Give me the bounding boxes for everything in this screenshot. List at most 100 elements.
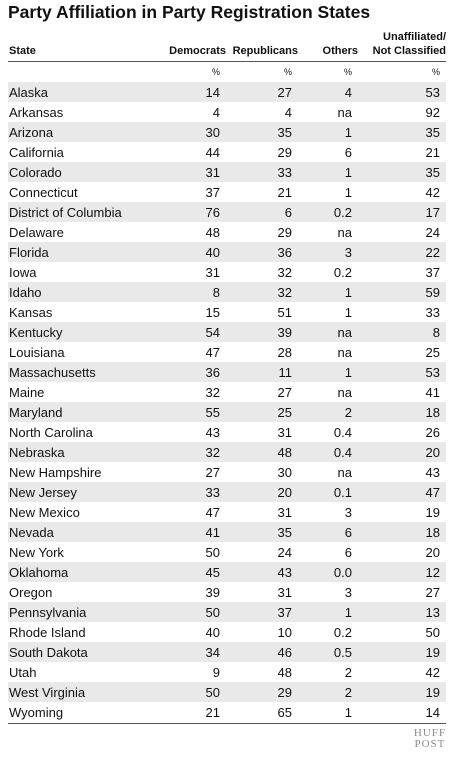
state-name-cell: New Hampshire	[9, 464, 102, 480]
value-cell: 8	[150, 282, 226, 302]
state-name-cell: Nebraska	[8, 442, 150, 462]
table-row: New York 50 24 6 20	[8, 542, 446, 562]
value-cell: 50	[150, 682, 226, 702]
table-row: South Dakota 34 46 0.5 19	[8, 642, 446, 662]
table-row: New Mexico 47 31 3 19	[8, 502, 446, 522]
table-row: Massachusetts 36 11 1 53	[8, 362, 446, 382]
huffpost-logo: HUFF POST	[414, 728, 446, 750]
value-cell: 28	[277, 344, 292, 360]
value-cell: 4	[212, 104, 220, 120]
value-cell: 35	[358, 162, 446, 182]
state-name-cell: Kansas	[9, 304, 53, 320]
value-cell: 24	[277, 544, 292, 560]
value-cell: 15	[205, 304, 220, 320]
header-others: Others	[322, 45, 358, 57]
table-row: District of Columbia 76 6 0.2 17	[8, 202, 446, 222]
value-cell: 36	[226, 242, 298, 262]
value-cell: 20	[226, 482, 298, 502]
value-cell: 21	[205, 704, 220, 720]
value-cell: 27	[277, 384, 292, 400]
value-cell: 3	[344, 584, 352, 600]
value-cell: 31	[277, 504, 292, 520]
state-name-cell: Wyoming	[9, 704, 64, 720]
value-cell: 35	[358, 122, 446, 142]
value-cell: 1	[344, 304, 352, 320]
header-unaffiliated-line1: Unaffiliated/	[383, 31, 446, 43]
header-unaffiliated-line2: Not Classified	[372, 45, 446, 57]
table-row: Nevada 41 35 6 18	[8, 522, 446, 542]
state-name-cell: Idaho	[8, 282, 150, 302]
value-cell: 27	[226, 82, 298, 102]
value-cell: 40	[205, 624, 220, 640]
value-cell: 6	[226, 202, 298, 222]
state-name-cell: Arizona	[8, 122, 150, 142]
value-cell: 51	[277, 304, 292, 320]
value-cell: 31	[205, 264, 220, 280]
value-cell: 55	[150, 402, 226, 422]
value-cell: 53	[358, 82, 446, 102]
value-cell: 11	[226, 362, 298, 382]
value-cell: 65	[277, 704, 292, 720]
value-cell: 27	[425, 584, 440, 600]
table-row: Kansas 15 51 1 33	[8, 302, 446, 322]
header-state: State	[9, 45, 36, 57]
value-cell: 1	[298, 162, 358, 182]
state-name-cell: New York	[9, 544, 64, 560]
value-cell: 33	[226, 162, 298, 182]
state-name-cell: Alaska	[8, 82, 150, 102]
value-cell: 2	[344, 664, 352, 680]
value-cell: 6	[298, 522, 358, 542]
table-row: Kentucky 54 39 na 8	[8, 322, 446, 342]
value-cell: 0.2	[333, 624, 352, 640]
state-name-cell: Kentucky	[8, 322, 150, 342]
state-name-cell: Rhode Island	[9, 624, 86, 640]
state-name-cell: New Jersey	[8, 482, 150, 502]
value-cell: 0.2	[298, 202, 358, 222]
state-name-cell: Connecticut	[9, 184, 78, 200]
value-cell: 47	[205, 344, 220, 360]
value-cell: 10	[277, 624, 292, 640]
table-row: Oklahoma 45 43 0.0 12	[8, 562, 446, 582]
value-cell: 33	[150, 482, 226, 502]
value-cell: 35	[226, 122, 298, 142]
value-cell: 31	[150, 162, 226, 182]
table-row: Utah 9 48 2 42	[8, 662, 446, 682]
value-cell: 0.1	[298, 482, 358, 502]
units-row: % % % %	[8, 62, 446, 82]
value-cell: 14	[150, 82, 226, 102]
value-cell: 37	[205, 184, 220, 200]
value-cell: 21	[425, 144, 440, 160]
table-row: Alaska 14 27 4 53	[8, 82, 446, 102]
state-name-cell: Pennsylvania	[8, 602, 150, 622]
unit-cell: %	[283, 67, 292, 77]
table-row: West Virginia 50 29 2 19	[8, 682, 446, 702]
state-name-cell: Delaware	[9, 224, 64, 240]
value-cell: 76	[150, 202, 226, 222]
value-cell: 21	[277, 184, 292, 200]
state-name-cell: Arkansas	[9, 104, 64, 120]
state-name-cell: Colorado	[8, 162, 150, 182]
value-cell: 39	[226, 322, 298, 342]
value-cell: 0.4	[298, 442, 358, 462]
state-name-cell: South Dakota	[8, 642, 150, 662]
value-cell: 32	[205, 384, 220, 400]
value-cell: 43	[425, 464, 440, 480]
table-row: Florida 40 36 3 22	[8, 242, 446, 262]
value-cell: 32	[277, 264, 292, 280]
value-cell: na	[337, 224, 352, 240]
value-cell: 1	[344, 704, 352, 720]
value-cell: 41	[150, 522, 226, 542]
value-cell: 4	[298, 82, 358, 102]
value-cell: na	[298, 322, 358, 342]
value-cell: 0.2	[333, 264, 352, 280]
value-cell: 19	[358, 682, 446, 702]
value-cell: na	[337, 104, 352, 120]
value-cell: 42	[425, 664, 440, 680]
table-row: Oregon 39 31 3 27	[8, 582, 446, 602]
state-name-cell: Oregon	[9, 584, 53, 600]
value-cell: 50	[425, 624, 440, 640]
value-cell: 59	[358, 282, 446, 302]
header-republicans: Republicans	[232, 45, 298, 57]
value-cell: 20	[425, 544, 440, 560]
state-name-cell: Maryland	[8, 402, 150, 422]
